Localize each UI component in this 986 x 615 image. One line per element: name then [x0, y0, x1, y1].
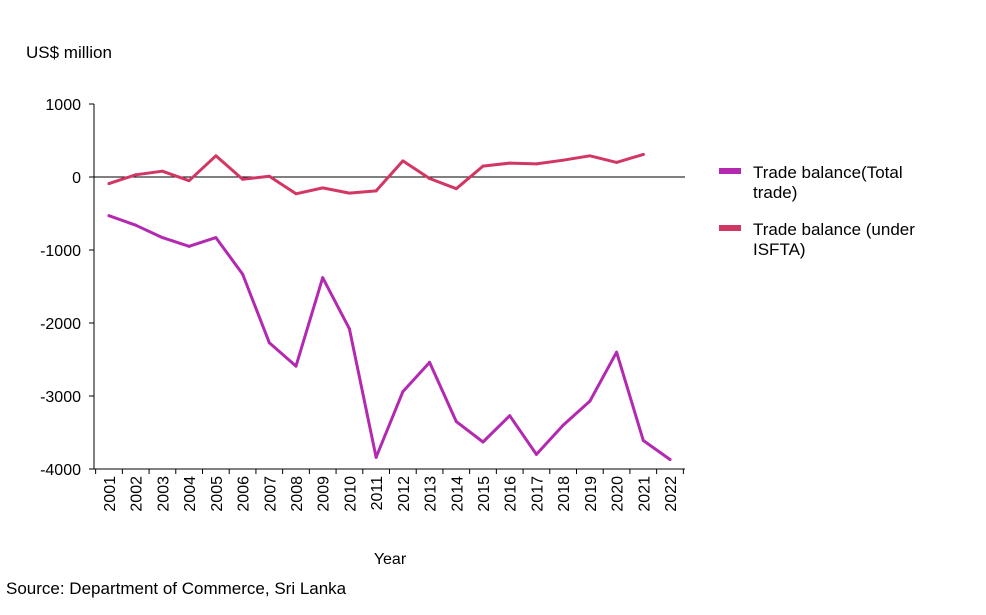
- legend-label-isfta: ISFTA): [753, 240, 806, 259]
- x-tick-label: 2001: [102, 476, 119, 512]
- data-point-isfta: [481, 164, 485, 168]
- data-point-total: [347, 327, 351, 331]
- data-point-total: [374, 455, 378, 459]
- data-point-total: [428, 360, 432, 364]
- data-point-total: [588, 399, 592, 403]
- x-tick-label: 2006: [236, 476, 253, 512]
- x-axis-title: Year: [374, 551, 407, 568]
- x-tick-label: 2009: [316, 476, 333, 512]
- data-point-isfta: [187, 179, 191, 183]
- legend-label-isfta: Trade balance (under: [753, 220, 915, 239]
- x-tick-label: 2016: [503, 476, 520, 512]
- data-point-total: [241, 272, 245, 276]
- data-point-isfta: [508, 161, 512, 165]
- data-point-total: [668, 458, 672, 462]
- data-point-isfta: [267, 174, 271, 178]
- data-point-isfta: [321, 186, 325, 190]
- x-tick-label: 2003: [155, 476, 172, 512]
- data-point-total: [481, 440, 485, 444]
- legend-swatch-total: [719, 168, 741, 174]
- x-tick-label: 2019: [583, 476, 600, 512]
- x-tick-label: 2015: [476, 476, 493, 512]
- data-point-total: [508, 414, 512, 418]
- data-point-total: [454, 420, 458, 424]
- data-point-isfta: [641, 152, 645, 156]
- data-point-isfta: [160, 169, 164, 173]
- y-unit-label: US$ million: [26, 43, 112, 62]
- data-point-isfta: [401, 159, 405, 163]
- data-point-isfta: [347, 191, 351, 195]
- x-tick-label: 2011: [369, 476, 386, 511]
- data-point-isfta: [374, 189, 378, 193]
- data-point-total: [561, 423, 565, 427]
- axes: 1000 0 -1000 -2000 -3000 -4000 2001 2002 2003 200…: [40, 97, 685, 512]
- x-tick-label: 2005: [209, 476, 226, 512]
- data-point-isfta: [214, 154, 218, 158]
- x-tick-label: 2020: [610, 476, 627, 512]
- y-tick-label: -2000: [40, 316, 81, 333]
- data-point-isfta: [107, 182, 111, 186]
- x-tick-label: 2007: [262, 476, 279, 512]
- x-tick-label: 2021: [636, 476, 653, 512]
- x-tick-label: 2014: [449, 476, 466, 512]
- y-tick-label: -4000: [40, 462, 81, 479]
- data-point-isfta: [428, 176, 432, 180]
- x-tick-label: 2002: [129, 476, 146, 512]
- data-point-total: [267, 341, 271, 345]
- data-point-isfta: [454, 187, 458, 191]
- source-note: Source: Department of Commerce, Sri Lank…: [6, 579, 347, 598]
- data-point-total: [294, 364, 298, 368]
- x-tick-label: 2004: [182, 476, 199, 512]
- x-tick-label: 2017: [529, 476, 546, 512]
- data-point-total: [534, 452, 538, 456]
- data-point-isfta: [134, 173, 138, 177]
- data-point-total: [401, 390, 405, 394]
- x-tick-label: 2013: [423, 476, 440, 512]
- data-point-isfta: [615, 160, 619, 164]
- x-tick-label: 2010: [342, 476, 359, 512]
- data-point-total: [134, 223, 138, 227]
- data-point-total: [615, 350, 619, 354]
- series-line-total: [107, 214, 672, 461]
- data-point-total: [214, 236, 218, 240]
- data-point-isfta: [294, 192, 298, 196]
- data-point-total: [321, 276, 325, 280]
- data-point-isfta: [534, 162, 538, 166]
- y-tick-label: -1000: [40, 243, 81, 260]
- data-point-total: [641, 439, 645, 443]
- data-point-total: [160, 236, 164, 240]
- legend-label-total: trade): [753, 183, 797, 202]
- legend-swatch-isfta: [719, 225, 741, 231]
- x-tick-label: 2012: [396, 476, 413, 512]
- legend-label-total: Trade balance(Total: [753, 163, 903, 182]
- data-point-total: [187, 244, 191, 248]
- y-tick-label: 1000: [45, 97, 81, 114]
- series-layer: [107, 152, 672, 462]
- y-tick-label: -3000: [40, 389, 81, 406]
- x-tick-label: 2008: [289, 476, 306, 512]
- x-tick-label: 2022: [663, 476, 680, 512]
- x-tick-label: 2018: [556, 476, 573, 512]
- y-tick-label: 0: [72, 170, 81, 187]
- data-point-isfta: [241, 177, 245, 181]
- data-point-isfta: [588, 154, 592, 158]
- data-point-isfta: [561, 158, 565, 162]
- data-point-total: [107, 214, 111, 218]
